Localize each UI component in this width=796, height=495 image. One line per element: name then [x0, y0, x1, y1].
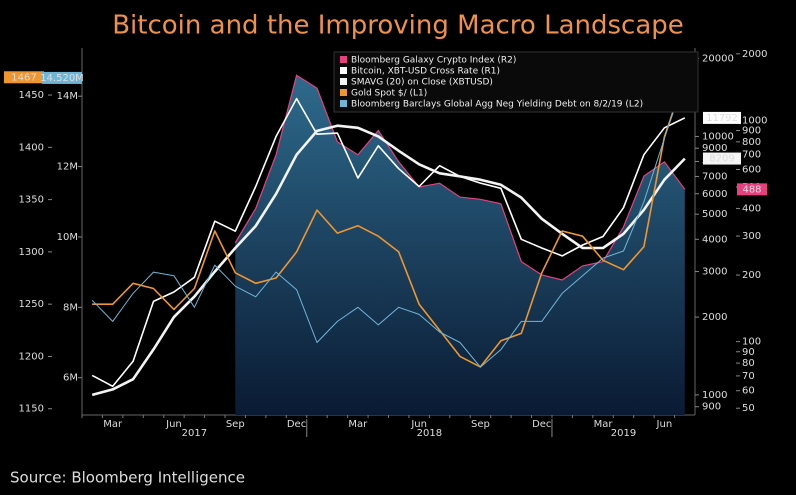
y3-tick-label: 5000	[702, 209, 727, 220]
y-tick-label: 1450	[19, 90, 44, 101]
y4-tick-label: 2000	[742, 49, 767, 60]
y-tick-label: 1300	[19, 247, 44, 258]
y-tick-label: 1350	[19, 195, 44, 206]
y4-tick-label: 900	[742, 126, 761, 137]
last-value-box	[4, 71, 44, 84]
series-line	[92, 77, 686, 368]
legend-swatch	[340, 100, 347, 107]
year-label: 2019	[611, 428, 636, 439]
legend-label: Bitcoin, XBT-USD Cross Rate (R1)	[351, 67, 500, 77]
y3-tick-label: 1000	[702, 390, 727, 401]
x-tick-label: Mar	[103, 419, 123, 430]
x-tick-label: Jun	[656, 419, 673, 430]
x-tick-label: Sep	[226, 419, 245, 430]
last-value-label: 11792	[706, 113, 738, 124]
area-outline	[234, 74, 686, 281]
y2-tick-label: 12M	[57, 162, 78, 173]
y4-tick-label: 600	[742, 164, 761, 175]
year-label: 2018	[417, 428, 442, 439]
y4-tick-label: 100	[742, 337, 761, 348]
legend-swatch	[340, 67, 347, 74]
last-value-box	[737, 183, 767, 196]
legend: Bloomberg Galaxy Crypto Index (R2)Bitcoi…	[333, 51, 699, 113]
y4-tick-label: 1000	[742, 115, 767, 126]
legend-label: Bloomberg Barclays Global Agg Neg Yieldi…	[351, 100, 643, 110]
series-line	[91, 97, 686, 388]
y3-tick-label: 3000	[702, 267, 727, 278]
x-tick-label: Mar	[594, 419, 614, 430]
y3-tick-label: 2000	[702, 312, 727, 323]
y2-tick-label: 10M	[57, 232, 78, 243]
y3-tick-label: 4000	[702, 234, 727, 245]
y4-tick-label: 700	[742, 150, 761, 161]
x-tick-label: Sep	[471, 419, 490, 430]
x-tick-label: Dec	[287, 419, 306, 430]
y4-tick-label: 400	[742, 203, 761, 214]
legend-swatch	[340, 78, 347, 85]
series-line	[91, 77, 686, 368]
last-value-label: 488	[742, 184, 761, 195]
y2-tick-label: 8M	[63, 302, 78, 313]
legend-label: SMAVG (20) on Close (XBTUSD)	[351, 78, 493, 88]
source: Source: Bloomberg Intelligence	[10, 469, 245, 487]
y3-tick-label: 7000	[702, 171, 727, 182]
y-tick-label: 1250	[19, 299, 44, 310]
y3-tick-label: 9000	[702, 143, 727, 154]
y2-tick-label: 6M	[63, 373, 78, 384]
y-tick-label: 1150	[19, 404, 44, 415]
series-line	[91, 124, 686, 397]
last-value-box	[42, 71, 82, 84]
last-value-label: 14.520M	[40, 73, 84, 84]
y3-tick-label: 6000	[702, 189, 727, 200]
last-value-box	[703, 152, 741, 165]
last-value-label: 8209	[709, 154, 734, 165]
y2-tick-label: 14M	[57, 91, 78, 102]
y3-tick-label: 20000	[702, 54, 734, 65]
y4-tick-label: 800	[742, 137, 761, 148]
legend-label: Gold Spot $/ (L1)	[351, 89, 427, 99]
year-label: 2017	[182, 428, 207, 439]
y4-tick-label: 300	[742, 231, 761, 242]
y-tick-label: 1400	[19, 142, 44, 153]
x-tick-label: Dec	[532, 419, 551, 430]
legend-swatch	[340, 56, 347, 63]
last-value-label: 1467	[11, 72, 36, 83]
area-fill	[235, 75, 685, 416]
y3-tick-label: 10000	[702, 131, 734, 142]
chart-title: Bitcoin and the Improving Macro Landscap…	[112, 11, 684, 41]
x-tick-label: Jun	[165, 419, 182, 430]
y4-tick-label: 80	[742, 358, 755, 369]
legend-swatch	[340, 89, 347, 96]
y4-tick-label: 70	[742, 371, 755, 382]
y-tick-label: 1200	[19, 351, 44, 362]
legend-box	[333, 51, 699, 113]
x-tick-label: Jun	[410, 419, 427, 430]
y4-tick-label: 50	[742, 403, 755, 414]
y4-tick-label: 200	[742, 270, 761, 281]
legend-label: Bloomberg Galaxy Crypto Index (R2)	[351, 56, 516, 66]
last-value-box	[703, 111, 741, 124]
x-tick-label: Mar	[348, 419, 368, 430]
y4-tick-label: 90	[742, 347, 755, 358]
y4-tick-label: 60	[742, 386, 755, 397]
y3-tick-label: 900	[702, 402, 721, 413]
